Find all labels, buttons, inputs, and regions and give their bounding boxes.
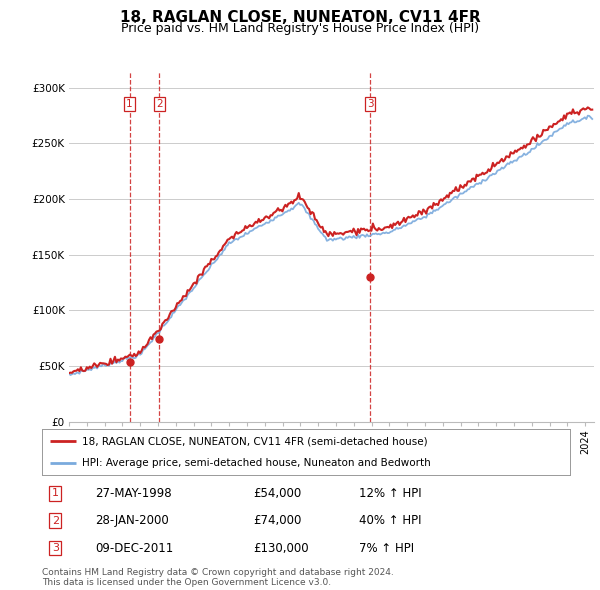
Text: 3: 3 [367,99,373,109]
Text: 28-JAN-2000: 28-JAN-2000 [95,514,169,527]
Text: 1: 1 [52,489,59,499]
Text: £74,000: £74,000 [253,514,302,527]
Text: 18, RAGLAN CLOSE, NUNEATON, CV11 4FR: 18, RAGLAN CLOSE, NUNEATON, CV11 4FR [119,10,481,25]
Text: 1: 1 [126,99,133,109]
Text: 27-MAY-1998: 27-MAY-1998 [95,487,172,500]
Text: £54,000: £54,000 [253,487,301,500]
Text: 7% ↑ HPI: 7% ↑ HPI [359,542,414,555]
Text: 2: 2 [156,99,163,109]
Text: Price paid vs. HM Land Registry's House Price Index (HPI): Price paid vs. HM Land Registry's House … [121,22,479,35]
Text: 40% ↑ HPI: 40% ↑ HPI [359,514,421,527]
Text: £130,000: £130,000 [253,542,309,555]
Text: 18, RAGLAN CLOSE, NUNEATON, CV11 4FR (semi-detached house): 18, RAGLAN CLOSE, NUNEATON, CV11 4FR (se… [82,437,427,447]
Text: HPI: Average price, semi-detached house, Nuneaton and Bedworth: HPI: Average price, semi-detached house,… [82,457,430,467]
Text: 2: 2 [52,516,59,526]
Text: 09-DEC-2011: 09-DEC-2011 [95,542,173,555]
Text: Contains HM Land Registry data © Crown copyright and database right 2024.
This d: Contains HM Land Registry data © Crown c… [42,568,394,587]
Text: 3: 3 [52,543,59,553]
Text: 12% ↑ HPI: 12% ↑ HPI [359,487,421,500]
